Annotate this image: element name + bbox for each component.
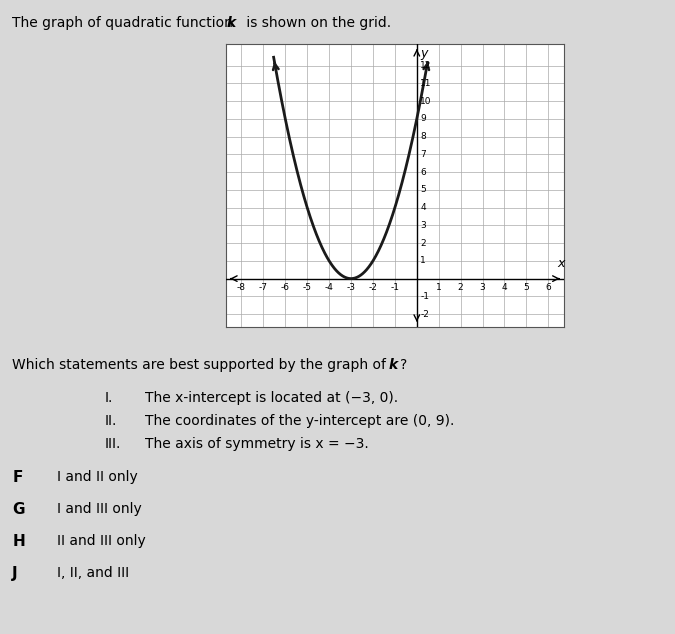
Text: k: k bbox=[389, 358, 398, 372]
Text: H: H bbox=[12, 534, 25, 549]
Text: The x-intercept is located at (−3, 0).: The x-intercept is located at (−3, 0). bbox=[145, 391, 398, 405]
Text: 5: 5 bbox=[420, 185, 426, 195]
Text: -2: -2 bbox=[369, 283, 377, 292]
Text: II.: II. bbox=[105, 414, 117, 428]
Text: III.: III. bbox=[105, 437, 121, 451]
Text: 9: 9 bbox=[420, 114, 426, 124]
Text: -3: -3 bbox=[346, 283, 356, 292]
Text: 4: 4 bbox=[420, 203, 426, 212]
Text: I and II only: I and II only bbox=[57, 470, 138, 484]
Text: The graph of quadratic function: The graph of quadratic function bbox=[12, 16, 238, 30]
Text: 2: 2 bbox=[458, 283, 464, 292]
Text: I.: I. bbox=[105, 391, 113, 405]
Text: 1: 1 bbox=[420, 256, 426, 266]
Text: -8: -8 bbox=[237, 283, 246, 292]
Text: 11: 11 bbox=[420, 79, 431, 88]
Text: ?: ? bbox=[400, 358, 408, 372]
Text: 12: 12 bbox=[420, 61, 431, 70]
Text: 6: 6 bbox=[545, 283, 551, 292]
Text: 4: 4 bbox=[502, 283, 508, 292]
Text: -1: -1 bbox=[390, 283, 400, 292]
Text: I, II, and III: I, II, and III bbox=[57, 566, 130, 579]
Text: 10: 10 bbox=[420, 96, 431, 106]
Text: F: F bbox=[12, 470, 22, 486]
Text: k: k bbox=[227, 16, 236, 30]
Text: 7: 7 bbox=[420, 150, 426, 159]
Text: Which statements are best supported by the graph of: Which statements are best supported by t… bbox=[12, 358, 391, 372]
Text: is shown on the grid.: is shown on the grid. bbox=[242, 16, 391, 30]
Text: -6: -6 bbox=[281, 283, 290, 292]
Text: The coordinates of the y-intercept are (0, 9).: The coordinates of the y-intercept are (… bbox=[145, 414, 454, 428]
Text: -2: -2 bbox=[420, 309, 429, 319]
Text: 3: 3 bbox=[420, 221, 426, 230]
Text: 2: 2 bbox=[420, 238, 426, 248]
Text: 3: 3 bbox=[480, 283, 485, 292]
Text: x: x bbox=[558, 257, 565, 269]
Text: 5: 5 bbox=[524, 283, 529, 292]
Text: -1: -1 bbox=[420, 292, 429, 301]
Text: -4: -4 bbox=[325, 283, 333, 292]
Text: 8: 8 bbox=[420, 132, 426, 141]
Text: II and III only: II and III only bbox=[57, 534, 146, 548]
Text: I and III only: I and III only bbox=[57, 502, 142, 516]
Text: -7: -7 bbox=[259, 283, 268, 292]
Text: y: y bbox=[421, 47, 428, 60]
Text: 6: 6 bbox=[420, 167, 426, 177]
Text: J: J bbox=[12, 566, 18, 581]
Text: -5: -5 bbox=[302, 283, 312, 292]
Text: G: G bbox=[12, 502, 25, 517]
Text: The axis of symmetry is x = −3.: The axis of symmetry is x = −3. bbox=[145, 437, 369, 451]
Text: 1: 1 bbox=[436, 283, 441, 292]
